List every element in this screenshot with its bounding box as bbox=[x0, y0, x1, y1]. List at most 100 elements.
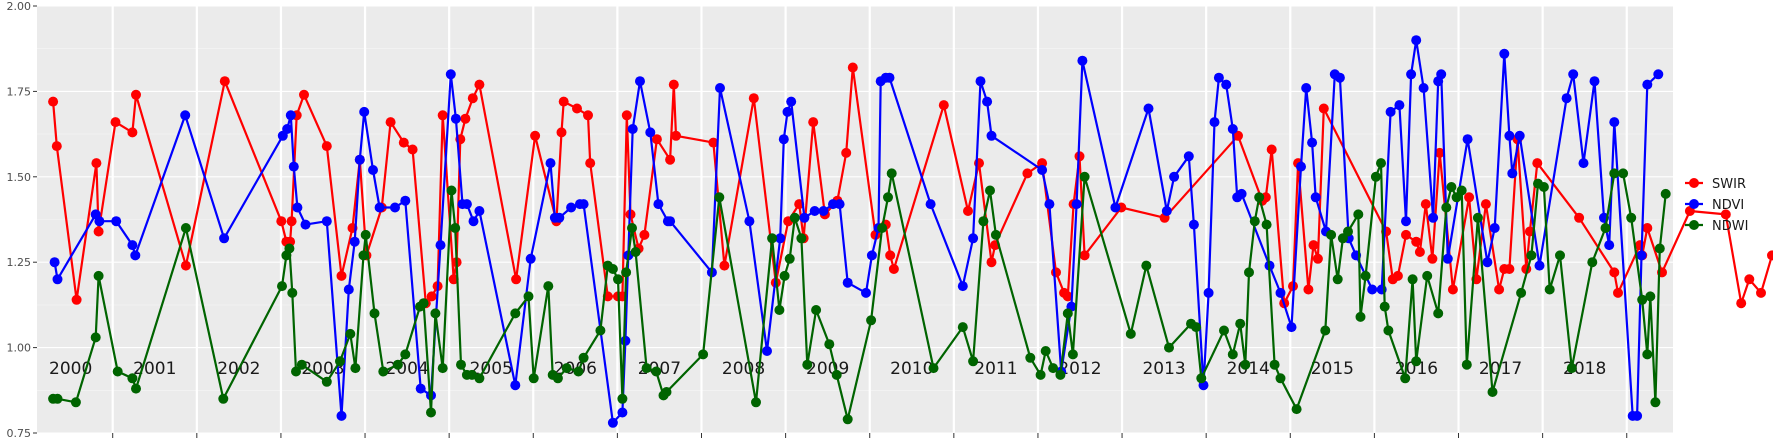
data-point-ndwi bbox=[1376, 158, 1386, 169]
data-point-ndvi bbox=[1275, 287, 1286, 298]
data-point-ndwi bbox=[1637, 294, 1648, 305]
legend: SWIR NDVI NDWI bbox=[1685, 177, 1748, 234]
data-point-ndvi bbox=[1071, 199, 1082, 210]
data-point-swir bbox=[1308, 240, 1319, 251]
data-point-ndwi bbox=[1240, 359, 1251, 370]
data-point-ndwi bbox=[1353, 209, 1364, 220]
data-point-ndwi bbox=[990, 229, 1001, 240]
data-point-ndvi bbox=[510, 380, 521, 391]
data-point-ndwi bbox=[180, 223, 191, 233]
data-point-ndvi bbox=[1385, 106, 1396, 117]
data-point-ndwi bbox=[400, 349, 411, 360]
data-point-ndvi bbox=[1143, 103, 1154, 114]
data-point-ndwi bbox=[1326, 229, 1337, 240]
data-point-ndvi bbox=[359, 106, 370, 117]
data-point-ndwi bbox=[789, 212, 800, 223]
data-point-ndwi bbox=[1254, 192, 1265, 203]
data-point-swir bbox=[1464, 192, 1475, 203]
data-point-swir bbox=[1022, 168, 1033, 179]
data-point-ndvi bbox=[578, 199, 589, 210]
data-point-ndwi bbox=[779, 270, 790, 281]
data-point-ndvi bbox=[635, 76, 645, 87]
data-point-ndwi bbox=[1055, 369, 1066, 380]
y-tick-label: 0.75 bbox=[7, 427, 32, 440]
data-point-ndwi bbox=[450, 223, 461, 233]
data-point-ndwi bbox=[824, 339, 835, 350]
data-point-ndwi bbox=[1343, 226, 1353, 237]
data-point-swir bbox=[708, 137, 719, 148]
data-point-ndwi bbox=[573, 366, 584, 377]
data-point-ndvi bbox=[715, 83, 725, 93]
data-point-ndvi bbox=[390, 202, 400, 213]
data-point-swir bbox=[1434, 147, 1445, 158]
y-tick-label: 2.00 bbox=[7, 0, 32, 13]
data-point-ndvi bbox=[1301, 83, 1312, 93]
data-point-swir bbox=[986, 257, 997, 268]
data-point-ndvi bbox=[1406, 69, 1417, 80]
data-point-swir bbox=[585, 158, 596, 169]
data-point-ndwi bbox=[1441, 202, 1452, 213]
data-point-ndwi bbox=[392, 359, 403, 370]
data-point-ndwi bbox=[1645, 291, 1656, 302]
data-point-swir bbox=[1642, 223, 1653, 233]
data-point-ndvi bbox=[818, 206, 829, 216]
data-point-ndvi bbox=[968, 233, 979, 244]
data-point-ndvi bbox=[782, 106, 793, 117]
data-point-ndvi bbox=[786, 96, 797, 107]
data-point-swir bbox=[93, 226, 104, 237]
data-point-ndwi bbox=[437, 363, 448, 374]
data-point-ndvi bbox=[762, 346, 772, 356]
data-point-ndwi bbox=[767, 233, 778, 244]
data-point-swir bbox=[336, 270, 347, 281]
data-point-swir bbox=[1427, 253, 1438, 264]
data-point-ndvi bbox=[321, 216, 332, 227]
data-point-ndvi bbox=[288, 161, 299, 172]
data-point-ndwi bbox=[886, 168, 897, 179]
legend-label-swir: SWIR bbox=[1712, 177, 1746, 192]
data-point-ndvi bbox=[461, 199, 472, 210]
data-point-ndwi bbox=[831, 369, 842, 380]
data-point-ndwi bbox=[1249, 216, 1260, 227]
year-label: 2015 bbox=[1311, 359, 1354, 379]
data-point-ndvi bbox=[1401, 216, 1411, 227]
grid-lines bbox=[37, 5, 1673, 434]
data-point-ndwi bbox=[928, 363, 939, 374]
data-point-ndwi bbox=[93, 270, 104, 281]
data-point-swir bbox=[460, 113, 471, 124]
data-point-swir bbox=[1635, 240, 1645, 251]
data-point-ndvi bbox=[1514, 130, 1525, 141]
data-point-ndvi bbox=[474, 206, 485, 216]
year-label: 2000 bbox=[49, 359, 92, 379]
year-label: 2012 bbox=[1058, 359, 1101, 379]
data-point-ndvi bbox=[1227, 124, 1238, 134]
data-point-ndwi bbox=[456, 359, 466, 370]
data-point-ndwi bbox=[1526, 250, 1537, 261]
data-point-ndwi bbox=[957, 322, 968, 333]
data-point-ndwi bbox=[1067, 349, 1078, 360]
data-point-ndwi bbox=[127, 373, 138, 384]
data-point-ndwi bbox=[1244, 267, 1254, 278]
series-layer bbox=[48, 35, 1773, 428]
data-point-swir bbox=[668, 79, 679, 90]
data-point-swir bbox=[1480, 199, 1491, 210]
data-point-swir bbox=[671, 130, 681, 141]
data-point-ndwi bbox=[430, 308, 441, 319]
data-point-swir bbox=[1532, 158, 1543, 169]
data-point-ndwi bbox=[1400, 373, 1411, 384]
series-ndwi bbox=[48, 158, 1671, 425]
data-point-ndvi bbox=[1568, 69, 1579, 80]
data-point-ndwi bbox=[378, 366, 389, 377]
data-point-ndwi bbox=[418, 298, 429, 309]
data-point-swir bbox=[558, 96, 569, 107]
data-point-ndvi bbox=[1367, 284, 1378, 295]
data-point-ndvi bbox=[354, 154, 365, 165]
data-point-swir bbox=[1401, 229, 1411, 240]
data-point-ndvi bbox=[986, 130, 997, 141]
data-point-ndvi bbox=[554, 212, 565, 223]
data-point-ndwi bbox=[561, 363, 572, 374]
data-point-ndwi bbox=[1411, 356, 1422, 367]
data-point-ndwi bbox=[1379, 301, 1390, 312]
data-point-ndvi bbox=[1442, 253, 1453, 264]
data-point-ndwi bbox=[630, 247, 641, 257]
data-point-ndvi bbox=[368, 165, 378, 175]
